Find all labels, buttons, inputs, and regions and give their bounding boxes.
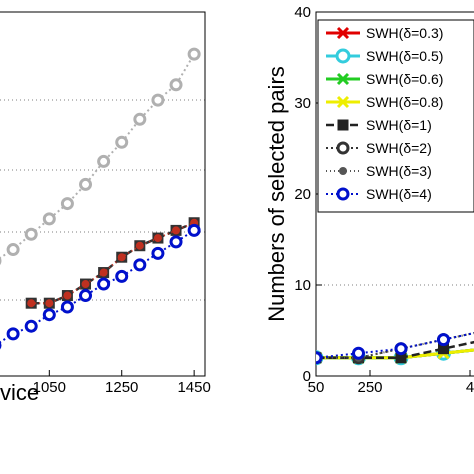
legend-marker-5	[336, 141, 350, 155]
left-series-2-point-4	[99, 268, 108, 277]
right-x-ticks: 50 250 4	[308, 370, 474, 396]
left-series-2-point-8	[172, 226, 181, 235]
right-series-7-point-1	[352, 346, 365, 360]
legend-label-5: SWH(δ=2)	[366, 140, 432, 156]
left-series-0-point-2	[24, 227, 38, 241]
left-series-0-point-1	[6, 243, 20, 257]
left-series-0-point-9	[151, 93, 165, 107]
legend-marker-7	[336, 187, 350, 201]
right-series-group	[316, 332, 474, 366]
left-series-2-point-5	[117, 253, 126, 262]
legend-label-0: SWH(δ=0.3)	[366, 25, 443, 41]
right-y-tick-label-1: 10	[294, 277, 311, 294]
legend-marker-0	[336, 26, 350, 40]
left-x-axis-label: vice	[0, 380, 39, 405]
legend-marker-6	[339, 167, 347, 175]
right-y-tick-label-3: 30	[294, 95, 311, 112]
left-series-0-point-5	[79, 177, 93, 191]
left-series-2-point-0	[27, 299, 36, 308]
right-plot: 50 250 4 0 10 20 30 40 Numbers of selected pai…	[264, 4, 474, 396]
right-series-6-line	[316, 332, 474, 359]
left-plot-area	[0, 11, 206, 377]
right-y-ticks: 0 10 20 30 40	[294, 4, 322, 385]
left-x-tick-label-1: 1250	[105, 379, 138, 396]
right-x-tick-label-2: 4	[466, 379, 474, 396]
left-series-3-point-10	[169, 235, 183, 249]
left-series-3-point-6	[97, 277, 111, 291]
left-series-3-point-2	[24, 319, 38, 333]
legend-label-7: SWH(δ=4)	[366, 186, 432, 202]
legend-marker-0-stroke-b	[336, 26, 350, 40]
legend-marker-3-stroke-b	[336, 95, 350, 109]
legend-label-4: SWH(δ=1)	[366, 117, 432, 133]
left-x-ticks: 1050 1250 1450	[33, 370, 211, 396]
left-series-3-point-8	[133, 258, 147, 272]
legend-label-2: SWH(δ=0.6)	[366, 71, 443, 87]
left-series-3-point-4	[60, 300, 74, 314]
right-y-tick-label-4: 40	[294, 4, 311, 21]
left-x-tick-label-0: 1050	[33, 379, 66, 396]
legend-label-3: SWH(δ=0.8)	[366, 94, 443, 110]
right-series-7-point-0	[316, 351, 323, 365]
legend-marker-1	[335, 48, 351, 64]
right-series-7-point-2	[394, 342, 408, 356]
left-series-0-point-8	[133, 112, 147, 126]
left-series-0-point-3	[42, 212, 56, 226]
legend-label-6: SWH(δ=3)	[366, 163, 432, 179]
right-series-7-line	[316, 332, 474, 359]
left-series-3-point-11	[187, 223, 201, 237]
left-series-0-point-6	[97, 154, 111, 168]
legend-marker-3	[336, 95, 350, 109]
right-series-7-point-3	[437, 333, 450, 347]
left-series-0-point-11	[187, 47, 201, 61]
left-series-0-point-4	[60, 197, 74, 211]
left-series-1-line	[31, 221, 195, 305]
left-series-3-point-1	[6, 327, 20, 341]
left-plot: 1050 1250 1450 vice	[0, 11, 211, 405]
left-series-2-line	[31, 221, 195, 305]
left-x-tick-label-2: 1450	[177, 379, 210, 396]
legend-marker-2-stroke-b	[336, 72, 350, 86]
left-series-2-point-3	[81, 280, 90, 289]
legend-label-1: SWH(δ=0.5)	[366, 48, 443, 64]
left-series-0-point-10	[169, 78, 183, 92]
left-series-3-point-7	[115, 269, 129, 283]
legend: SWH(δ=0.3) SWH(δ=0.5) SWH(δ=0.6) SWH(δ=0.8)…	[317, 19, 474, 213]
legend-marker-4	[337, 119, 349, 131]
right-y-tick-label-0: 0	[303, 368, 311, 385]
right-y-axis-label: Numbers of selected pairs	[264, 66, 289, 322]
left-series-3-point-5	[79, 289, 93, 303]
left-series-2-point-2	[63, 291, 72, 300]
right-x-tick-label-0: 50	[308, 379, 325, 396]
right-x-tick-label-1: 250	[357, 379, 382, 396]
left-series-2-point-7	[153, 234, 162, 243]
left-series-2-point-6	[135, 241, 144, 250]
left-series-0-point-7	[115, 135, 129, 149]
left-series-group	[0, 47, 201, 350]
right-series-3-line	[316, 348, 474, 360]
left-series-2-point-1	[45, 299, 54, 308]
right-y-tick-label-2: 20	[294, 186, 311, 203]
legend-marker-2	[336, 72, 350, 86]
left-series-3-point-9	[151, 246, 165, 260]
left-series-3-point-3	[42, 308, 56, 322]
